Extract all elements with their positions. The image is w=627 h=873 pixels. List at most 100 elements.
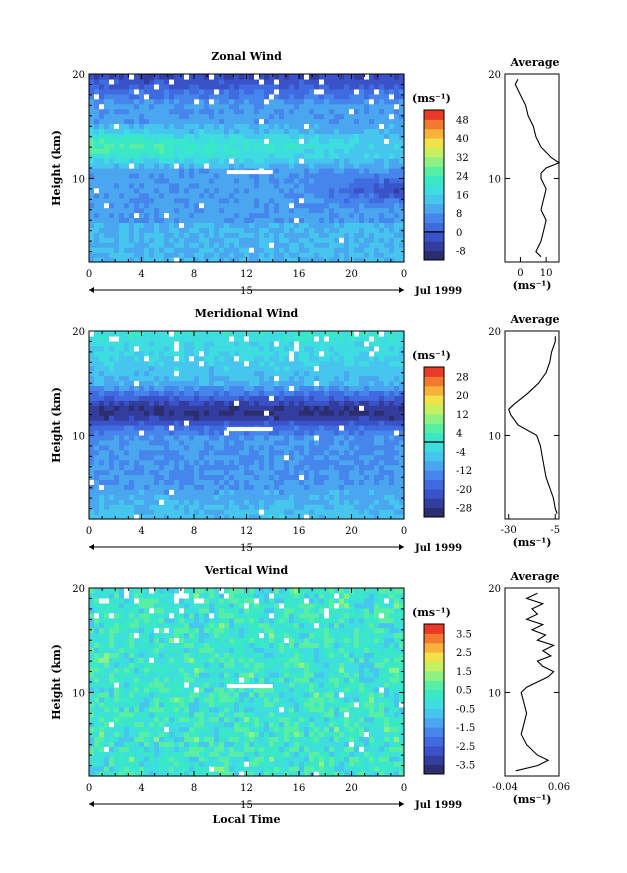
- heatmap-cell: [109, 74, 115, 80]
- heatmap-cell: [214, 202, 220, 209]
- heatmap-cell: [109, 370, 115, 377]
- heatmap-cell: [329, 331, 335, 337]
- heatmap-cell: [184, 405, 190, 411]
- heatmap-cell: [354, 331, 360, 337]
- heatmap-cell: [369, 227, 375, 233]
- heatmap-cell: [199, 202, 205, 209]
- heatmap-cell: [284, 400, 290, 406]
- heatmap-cell: [124, 257, 130, 263]
- heatmap-cell: [214, 74, 220, 80]
- heatmap-cell: [399, 148, 405, 154]
- heatmap-cell: [194, 350, 200, 357]
- heatmap-cell: [309, 380, 315, 387]
- heatmap-cell: [174, 415, 180, 421]
- heatmap-cell: [254, 350, 260, 357]
- heatmap-cell: [374, 197, 380, 204]
- heatmap-cell: [329, 459, 335, 466]
- heatmap-cell: [109, 202, 115, 209]
- heatmap-cell: [394, 459, 400, 466]
- heatmap-cell: [374, 380, 380, 387]
- heatmap-cell: [309, 469, 315, 476]
- heatmap-cell: [274, 385, 280, 391]
- heatmap-cell: [159, 98, 165, 105]
- heatmap-cell: [244, 459, 250, 466]
- heatmap-cell: [254, 464, 260, 471]
- heatmap-cell: [379, 237, 385, 243]
- heatmap-cell: [319, 202, 325, 209]
- heatmap-cell: [229, 429, 235, 436]
- heatmap-cell: [219, 355, 225, 362]
- heatmap-cell: [179, 143, 185, 149]
- heatmap-cell: [104, 514, 110, 520]
- heatmap-cell: [364, 113, 370, 120]
- heatmap-cell: [394, 153, 400, 159]
- heatmap-cell: [224, 108, 230, 115]
- heatmap-cell: [284, 212, 290, 219]
- heatmap-cell: [304, 439, 310, 446]
- heatmap-cell: [124, 93, 130, 100]
- heatmap-cell: [234, 509, 240, 515]
- heatmap-cell: [334, 439, 340, 446]
- heatmap-cell: [364, 78, 370, 85]
- heatmap-cell: [289, 499, 295, 505]
- heatmap-cell: [149, 400, 155, 406]
- heatmap-cell: [359, 469, 365, 476]
- heatmap-cell: [374, 88, 380, 95]
- heatmap-cell: [249, 514, 255, 520]
- heatmap-cell: [129, 345, 135, 352]
- heatmap-cell: [399, 355, 405, 362]
- heatmap-cell: [154, 158, 160, 164]
- heatmap-cell: [374, 103, 380, 110]
- heatmap-cell: [109, 242, 115, 248]
- heatmap-cell: [149, 469, 155, 476]
- heatmap-cell: [399, 395, 405, 401]
- heatmap-cell: [104, 88, 110, 95]
- heatmap-cell: [189, 331, 195, 337]
- heatmap-cell: [249, 187, 255, 194]
- heatmap-cell: [224, 158, 230, 164]
- heatmap-cell: [299, 405, 305, 411]
- heatmap-cell: [209, 148, 215, 154]
- heatmap-cell: [99, 429, 105, 436]
- heatmap-cell: [359, 128, 365, 134]
- heatmap-cell: [374, 148, 380, 154]
- heatmap-cell: [149, 365, 155, 372]
- heatmap-cell: [289, 484, 295, 490]
- heatmap-cell: [359, 390, 365, 396]
- heatmap-cell: [239, 128, 245, 134]
- heatmap-cell: [269, 454, 275, 461]
- heatmap-cell: [349, 148, 355, 154]
- heatmap-cell: [304, 217, 310, 224]
- heatmap-cell: [174, 484, 180, 490]
- heatmap-cell: [299, 410, 305, 416]
- heatmap-cell: [174, 148, 180, 154]
- heatmap-cell: [149, 464, 155, 471]
- heatmap-cell: [149, 405, 155, 411]
- heatmap-cell: [334, 484, 340, 490]
- heatmap-cell: [399, 434, 405, 441]
- heatmap-cell: [174, 222, 180, 228]
- heatmap-cell: [239, 380, 245, 387]
- heatmap-cell: [199, 429, 205, 436]
- heatmap-cell: [289, 172, 295, 179]
- heatmap-cell: [274, 474, 280, 481]
- heatmap-cell: [224, 360, 230, 367]
- heatmap-cell: [334, 464, 340, 471]
- heatmap-cell: [154, 128, 160, 134]
- heatmap-cell: [139, 365, 145, 372]
- heatmap-cell: [304, 434, 310, 441]
- heatmap-cell: [119, 375, 125, 382]
- heatmap-cell: [234, 514, 240, 520]
- heatmap-cell: [344, 425, 350, 431]
- heatmap-cell: [184, 429, 190, 436]
- heatmap-cell: [149, 197, 155, 204]
- heatmap-cell: [394, 217, 400, 224]
- heatmap-cell: [154, 380, 160, 387]
- heatmap-cell: [189, 380, 195, 387]
- heatmap-cell: [324, 340, 330, 347]
- heatmap-cell: [304, 410, 310, 416]
- heatmap-cell: [204, 385, 210, 391]
- heatmap-cell: [214, 355, 220, 362]
- heatmap-cell: [99, 459, 105, 466]
- heatmap-cell: [384, 103, 390, 110]
